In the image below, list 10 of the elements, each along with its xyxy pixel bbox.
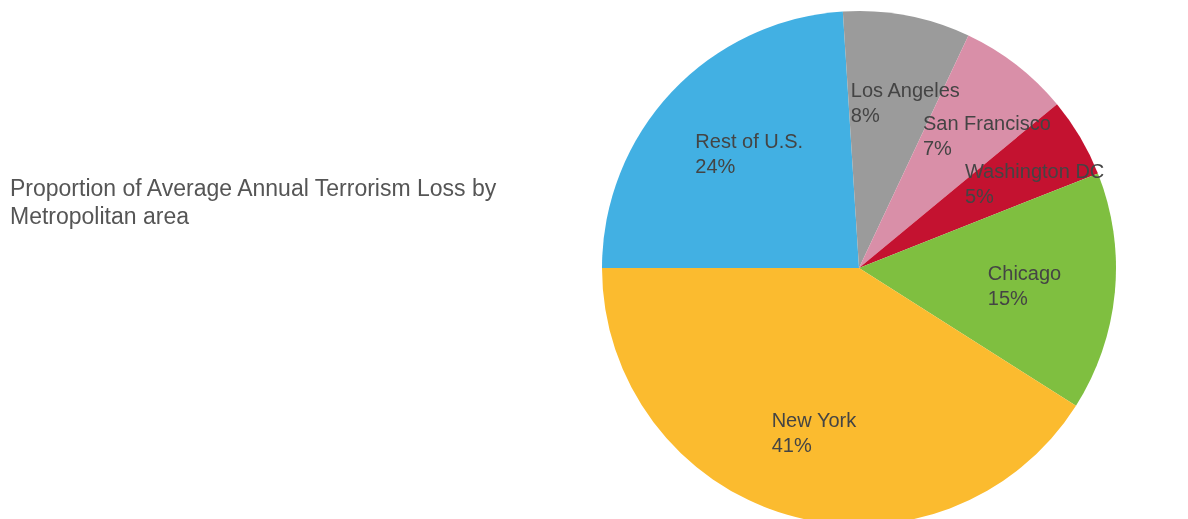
data-label: 15%	[987, 286, 1029, 309]
data-label: 24%	[695, 154, 736, 177]
data-label: 8%	[850, 104, 880, 127]
slice-label: Chicago	[987, 261, 1062, 284]
data-label: 5%	[965, 184, 995, 207]
data-label: 7%	[922, 136, 953, 159]
slice-label: Rest of U.S.	[695, 129, 804, 152]
text: Proportion of Average Annual Terrorism Loss by Metropolitan area	[10, 174, 498, 230]
slice-label: New York	[771, 408, 858, 431]
data-label: 41%	[771, 433, 812, 456]
